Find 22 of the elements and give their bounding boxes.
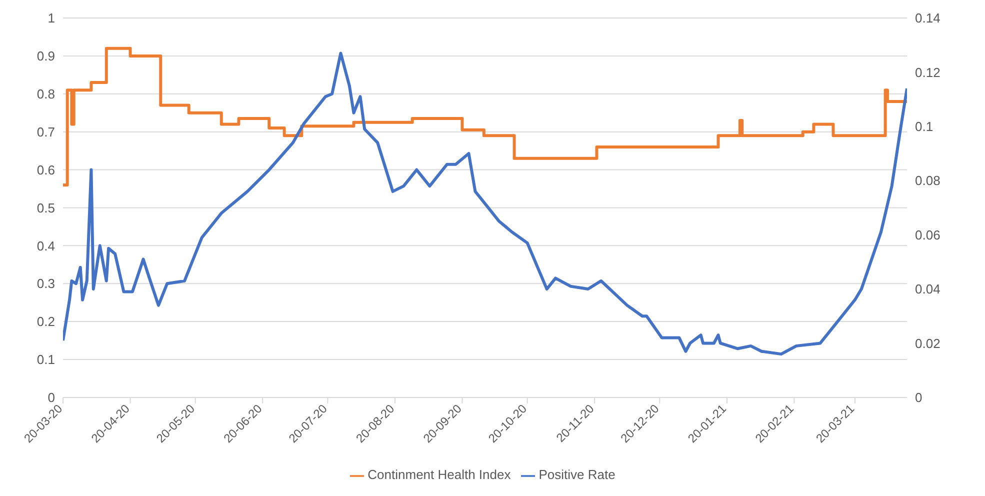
y2-tick-label: 0.04 — [915, 282, 940, 297]
y-tick-label: 0.4 — [36, 238, 55, 254]
y2-tick-label: 0.14 — [915, 10, 940, 26]
y2-tick-label: 0.12 — [915, 64, 940, 80]
y-tick-label: 0.1 — [36, 352, 55, 368]
y2-tick-label: 0.06 — [915, 227, 940, 242]
y-tick-label: 0.6 — [36, 162, 55, 178]
y-tick-label: 0.8 — [36, 86, 55, 102]
y-tick-label: 0.7 — [36, 124, 55, 140]
y-tick-label: 0.5 — [36, 200, 55, 216]
y-tick-label: 1 — [48, 10, 55, 26]
y-tick-label: 0.3 — [36, 276, 55, 292]
y-tick-label: 0.2 — [36, 314, 55, 330]
line-series — [63, 52, 907, 356]
y-tick-label: 0 — [48, 390, 55, 406]
y2-tick-label: 0 — [915, 390, 922, 406]
legend-label: Continment Health Index — [368, 467, 511, 482]
y2-tick-label: 0.08 — [915, 173, 940, 188]
legend-label: Positive Rate — [538, 467, 616, 482]
y2-tick-label: 0.02 — [915, 336, 940, 351]
y2-tick-label: 0.1 — [915, 119, 934, 134]
y-tick-label: 0.9 — [36, 48, 55, 64]
